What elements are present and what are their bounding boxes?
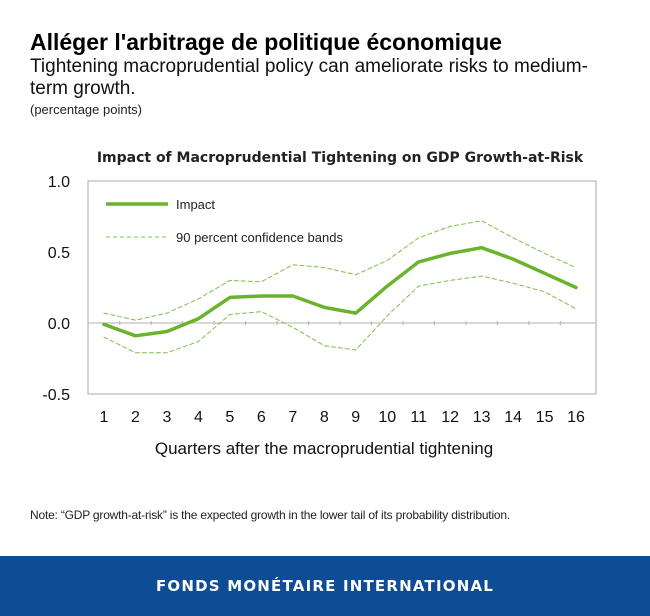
- page-title: Alléger l'arbitrage de politique économi…: [30, 29, 502, 55]
- x-tick-label: 2: [131, 409, 140, 426]
- x-tick-label: 10: [378, 409, 396, 426]
- y-tick-label: 0.0: [48, 316, 70, 333]
- upper-confidence-band-line: [103, 220, 577, 321]
- x-axis: 1 2 3 4 5 6 7 8 9 10 11 12 13 14 15 16: [100, 321, 585, 426]
- x-tick-label: 3: [162, 409, 171, 426]
- x-tick-label: 7: [288, 409, 297, 426]
- x-tick-label: 8: [320, 409, 329, 426]
- legend-impact-label: Impact: [176, 197, 215, 212]
- units-label: (percentage points): [30, 102, 143, 117]
- x-tick-label: 9: [351, 409, 360, 426]
- y-axis: 1.0 0.5 0.0 -0.5: [42, 174, 70, 404]
- x-tick-label: 6: [257, 409, 266, 426]
- footer-banner: FONDS MONÉTAIRE INTERNATIONAL: [0, 556, 650, 616]
- footnote: Note: “GDP growth-at-risk” is the expect…: [30, 508, 510, 522]
- x-tick-label: 11: [410, 409, 427, 426]
- y-tick-label: 0.5: [48, 245, 70, 262]
- lower-confidence-band-line: [103, 275, 577, 354]
- x-tick-label: 13: [473, 409, 491, 426]
- x-tick-label: 12: [441, 409, 459, 426]
- x-axis-label: Quarters after the macroprudential tight…: [155, 439, 493, 458]
- y-tick-label: -0.5: [42, 387, 70, 404]
- x-tick-label: 16: [567, 409, 585, 426]
- plot-frame: [87, 180, 597, 395]
- legend: Impact 90 percent confidence bands: [106, 197, 343, 245]
- x-tick-label: 5: [225, 409, 234, 426]
- x-tick-label: 1: [100, 409, 109, 426]
- x-tick-label: 4: [194, 409, 203, 426]
- line-chart: Impact of Macroprudential Tightening on …: [42, 150, 597, 458]
- x-tick-label: 14: [504, 409, 522, 426]
- page-subtitle: Tightening macroprudential policy can am…: [30, 56, 588, 99]
- header: Alléger l'arbitrage de politique économi…: [30, 28, 630, 119]
- series-group: [102, 220, 578, 354]
- chart-title: Impact of Macroprudential Tightening on …: [97, 150, 584, 166]
- organization-name: FONDS MONÉTAIRE INTERNATIONAL: [155, 577, 495, 595]
- impact-line: [102, 245, 578, 338]
- legend-band-label: 90 percent confidence bands: [176, 230, 343, 245]
- x-tick-label: 15: [536, 409, 554, 426]
- y-tick-label: 1.0: [48, 174, 70, 191]
